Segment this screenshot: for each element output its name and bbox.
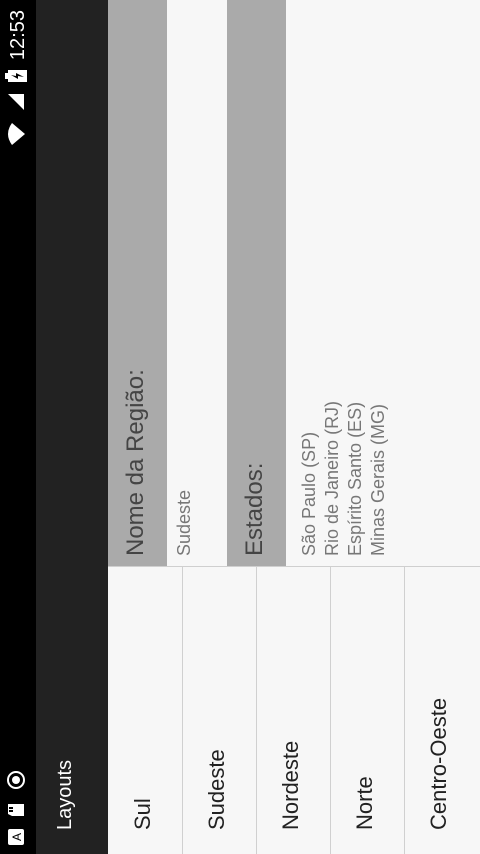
wifi-icon	[6, 122, 31, 146]
list-divider	[108, 566, 480, 854]
state-item: Minas Gerais (MG)	[368, 403, 388, 556]
signal-icon	[6, 92, 31, 112]
name-label: Nome da Região:	[122, 369, 149, 556]
circle-icon	[6, 770, 31, 790]
app-title: Layouts	[54, 759, 76, 830]
region-name-value: Sudeste	[174, 489, 194, 556]
sd-card-icon	[7, 800, 30, 818]
status-time: 12:53	[7, 10, 29, 61]
states-list: São Paulo (SP) Rio de Janeiro (RJ) Espír…	[298, 401, 390, 556]
name-label-bar: Nome da Região:	[108, 0, 167, 566]
a-notification-icon: A	[7, 828, 30, 846]
status-left-icons: A	[6, 770, 31, 846]
region-detail: Nome da Região: Sudeste Estados: São Pau…	[108, 0, 480, 566]
battery-icon	[5, 70, 32, 83]
state-item: São Paulo (SP)	[299, 431, 319, 556]
states-label-bar: Estados:	[227, 0, 286, 566]
state-item: Rio de Janeiro (RJ)	[322, 400, 342, 556]
svg-text:A: A	[10, 833, 24, 841]
status-right-icons: 12:53	[5, 10, 32, 146]
state-item: Espírito Santo (ES)	[345, 401, 365, 556]
states-label: Estados:	[241, 462, 268, 556]
status-bar: A 12:53	[0, 0, 36, 854]
app-bar: Layouts	[36, 0, 108, 854]
